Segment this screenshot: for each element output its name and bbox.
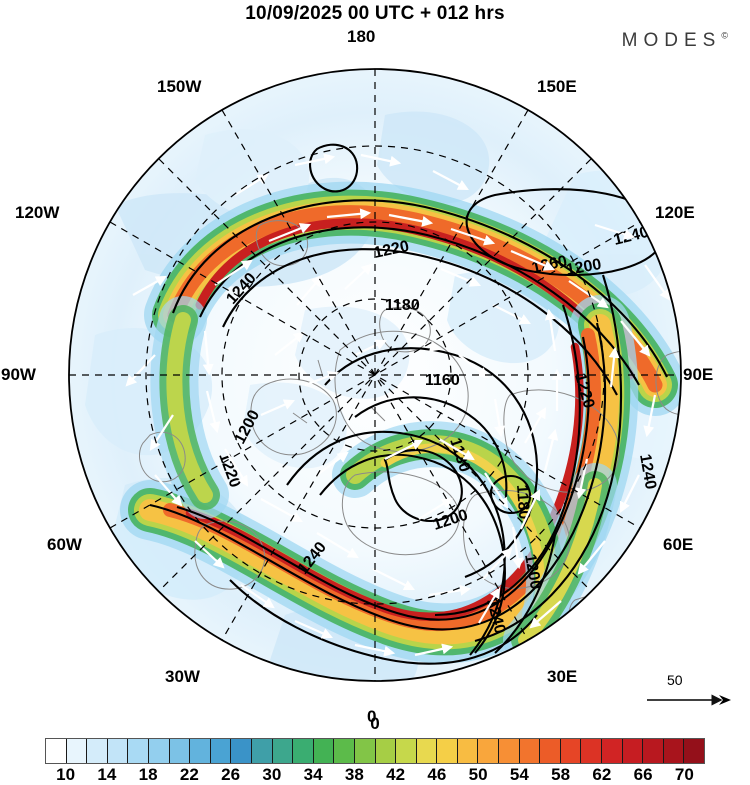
- colorbar-cell: [46, 739, 67, 763]
- colorbar-cell: [354, 739, 376, 763]
- lon-label-150w: 150W: [157, 77, 202, 96]
- colorbar-cell: [87, 739, 108, 763]
- lon-label-30e: 30E: [547, 667, 578, 686]
- wind-reference-value: 50: [667, 672, 683, 688]
- lon-label-90e: 90E: [683, 365, 714, 384]
- svg-text:1240: 1240: [636, 453, 659, 491]
- colorbar-tick-labels: 10 14 18 22 26 30 34 38 42 46 50 54 58 62 66 70: [45, 765, 705, 785]
- colorbar-cell: [437, 739, 458, 763]
- colorbar-tick: 50: [468, 765, 488, 784]
- colorbar-cell: [602, 739, 623, 763]
- colorbar-cell: [643, 739, 664, 763]
- colorbar-tick: 10: [56, 765, 76, 784]
- lon-label-180: 180: [347, 27, 376, 46]
- lon-label-60w: 60W: [47, 535, 82, 554]
- colorbar-cell: [128, 739, 149, 763]
- lon-label-90w: 90W: [1, 365, 36, 384]
- map-boundary-circle: [68, 68, 682, 682]
- lon-label-120w: 120W: [15, 203, 60, 222]
- colorbar-cell: [107, 739, 129, 763]
- lon-label-120e: 120E: [655, 203, 695, 222]
- colorbar-tick: 26: [221, 765, 241, 784]
- colorbar-cell: [499, 739, 520, 763]
- svg-text:1180: 1180: [513, 484, 532, 520]
- colorbar-cell: [457, 739, 479, 763]
- colorbar-tick: 22: [179, 765, 199, 784]
- colorbar-cell: [396, 739, 417, 763]
- colorbar-zero-label: 0: [370, 714, 380, 733]
- colorbar-tick: 38: [344, 765, 364, 784]
- svg-text:1200: 1200: [521, 553, 544, 591]
- brand-text: MODES: [621, 30, 722, 51]
- lon-label-0: 0: [367, 707, 377, 726]
- polar-map: 1260 1220 1240 1220 1200 1240 1130 1200 …: [1, 27, 713, 726]
- colorbar-tick: 54: [509, 765, 529, 784]
- colorbar-cell: [293, 739, 314, 763]
- colorbar-cell: [684, 739, 704, 763]
- colorbar-cell: [334, 739, 355, 763]
- modes-logo: MODES©: [622, 30, 728, 52]
- colorbar-tick: 30: [262, 765, 282, 784]
- jet-stream-ribbon-west: [150, 296, 229, 519]
- colorbar-cell: [313, 739, 335, 763]
- colorbar-tick: 34: [303, 765, 323, 784]
- polar-map-svg: 1260 1220 1240 1220 1200 1240 1130 1200 …: [68, 68, 682, 682]
- map-content: 1260 1220 1240 1220 1200 1240 1130 1200 …: [69, 69, 681, 681]
- colorbar-swatches: [45, 738, 705, 764]
- colorbar-cell: [169, 739, 191, 763]
- colorbar-cell: [663, 739, 685, 763]
- lon-label-150e: 150E: [537, 77, 577, 96]
- colorbar-cell: [210, 739, 232, 763]
- colorbar-cell: [478, 739, 500, 763]
- colorbar-tick: 46: [427, 765, 447, 784]
- graticule: [69, 69, 681, 681]
- colorbar-tick: 14: [97, 765, 117, 784]
- wind-reference-vector: 50: [645, 672, 735, 712]
- colorbar-cell: [560, 739, 582, 763]
- colorbar-cell: [581, 739, 603, 763]
- wind-reference-arrow-icon: [647, 694, 731, 706]
- colorbar-tick: 42: [386, 765, 406, 784]
- svg-text:1180: 1180: [385, 297, 420, 314]
- svg-text:1260: 1260: [642, 559, 667, 598]
- colorbar-cell: [251, 739, 273, 763]
- wind-vectors: [125, 153, 671, 657]
- colorbar-cell: [375, 739, 397, 763]
- lon-label-60e: 60E: [663, 535, 694, 554]
- colorbar-tick: 62: [592, 765, 612, 784]
- colorbar-cell: [148, 739, 170, 763]
- lon-label-30w: 30W: [165, 667, 200, 686]
- colorbar-tick: 18: [138, 765, 158, 784]
- colorbar-tick: 70: [674, 765, 694, 784]
- colorbar-cell: [272, 739, 294, 763]
- colorbar-cell: [416, 739, 438, 763]
- svg-text:1160: 1160: [425, 372, 460, 389]
- figure-title: 10/09/2025 00 UTC + 012 hrs: [245, 3, 505, 24]
- colorbar-tick: 58: [551, 765, 571, 784]
- colorbar-cell: [540, 739, 561, 763]
- colorbar-cell: [519, 739, 541, 763]
- colorbar-cell: [66, 739, 88, 763]
- colorbar-cell: [190, 739, 211, 763]
- copyright-icon: ©: [721, 30, 728, 41]
- colorbar-cell: [231, 739, 252, 763]
- colorbar: 0 10 14 18 22 26 30 34 38 42 46 50 54 58 62 66 70: [45, 714, 705, 785]
- colorbar-tick: 66: [633, 765, 653, 784]
- colorbar-cell: [622, 739, 644, 763]
